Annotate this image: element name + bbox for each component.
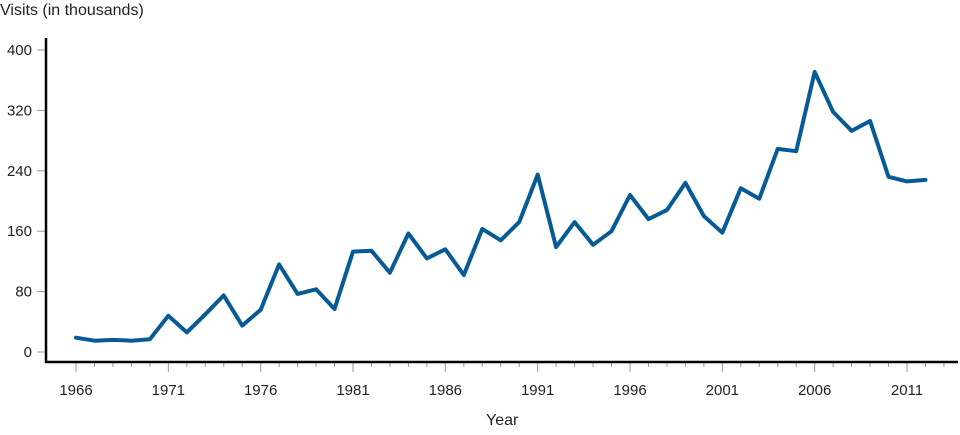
- x-tick-label: 1966: [59, 382, 92, 399]
- x-tick-label: 1996: [613, 382, 646, 399]
- x-tick-label: 2011: [891, 382, 923, 399]
- visits-series-line: [74, 69, 928, 343]
- y-tick-label: 400: [7, 42, 32, 59]
- x-tick-label: 2006: [798, 382, 831, 399]
- y-tick-label: 0: [24, 344, 32, 361]
- y-axis-title: Visits (in thousands): [0, 2, 144, 19]
- x-axis-title: Year: [486, 412, 519, 429]
- x-tick-label: 1986: [429, 382, 462, 399]
- x-tick-label: 1991: [521, 382, 554, 399]
- y-tick-label: 160: [7, 223, 32, 240]
- x-tick-label: 1971: [152, 382, 185, 399]
- y-tick-label: 240: [7, 163, 32, 180]
- y-tick-label: 80: [15, 284, 32, 301]
- y-axis-ticks: 0 80 160 240 320 400: [7, 42, 46, 361]
- y-tick-label: 320: [7, 102, 32, 119]
- x-tick-label: 2001: [706, 382, 739, 399]
- x-tick-label: 1976: [244, 382, 277, 399]
- x-axis-ticks: 1966 1971 1976 1981 1986 1991 1996 2001 2006 2011: [59, 363, 945, 399]
- x-tick-label: 1981: [336, 382, 369, 399]
